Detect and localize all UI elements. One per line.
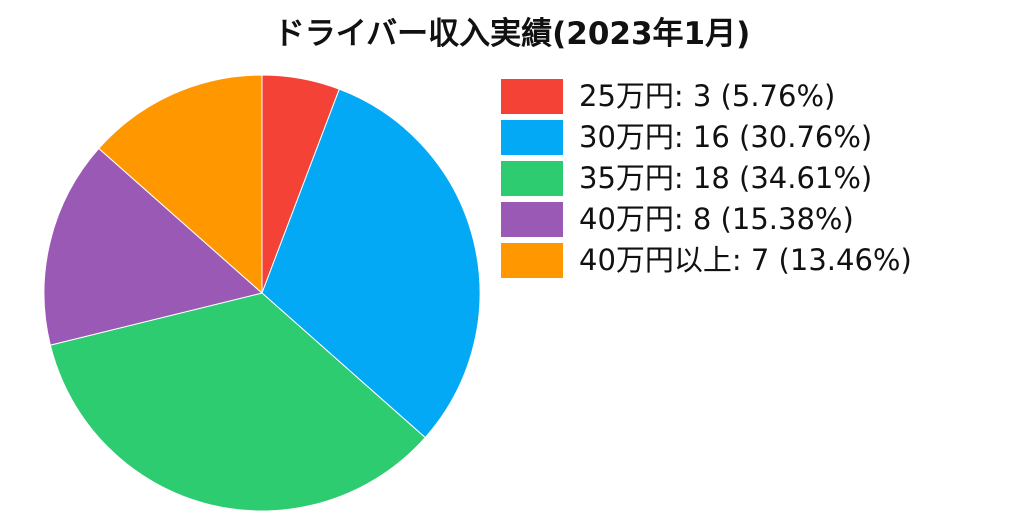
legend-label-30man: 30万円: 16 (30.76%) xyxy=(579,120,873,154)
legend-label-40man-over: 40万円以上: 7 (13.46%) xyxy=(579,243,912,277)
legend-swatch-40man xyxy=(501,202,563,237)
legend-item-30man: 30万円: 16 (30.76%) xyxy=(501,119,912,156)
pie-slice-40man xyxy=(43,147,264,346)
legend-item-40man: 40万円: 8 (15.38%) xyxy=(501,201,912,238)
chart-title: ドライバー収入実績(2023年1月) xyxy=(273,16,751,52)
legend-item-40man-over: 40万円以上: 7 (13.46%) xyxy=(501,242,912,279)
pie-slice-35man xyxy=(49,292,426,512)
legend-item-35man: 35万円: 18 (34.61%) xyxy=(501,160,912,197)
legend-swatch-35man xyxy=(501,161,563,196)
legend-item-25man: 25万円: 3 (5.76%) xyxy=(501,78,912,115)
pie-slice-40man-over xyxy=(98,74,263,295)
legend-label-35man: 35万円: 18 (34.61%) xyxy=(579,161,873,195)
legend-swatch-30man xyxy=(501,120,563,155)
chart-legend: 25万円: 3 (5.76%) 30万円: 16 (30.76%) 35万円: … xyxy=(501,78,912,283)
legend-swatch-40man-over xyxy=(501,243,563,278)
pie-slice-30man xyxy=(261,88,481,439)
legend-label-25man: 25万円: 3 (5.76%) xyxy=(579,79,836,113)
legend-label-40man: 40万円: 8 (15.38%) xyxy=(579,202,854,236)
legend-swatch-25man xyxy=(501,79,563,114)
